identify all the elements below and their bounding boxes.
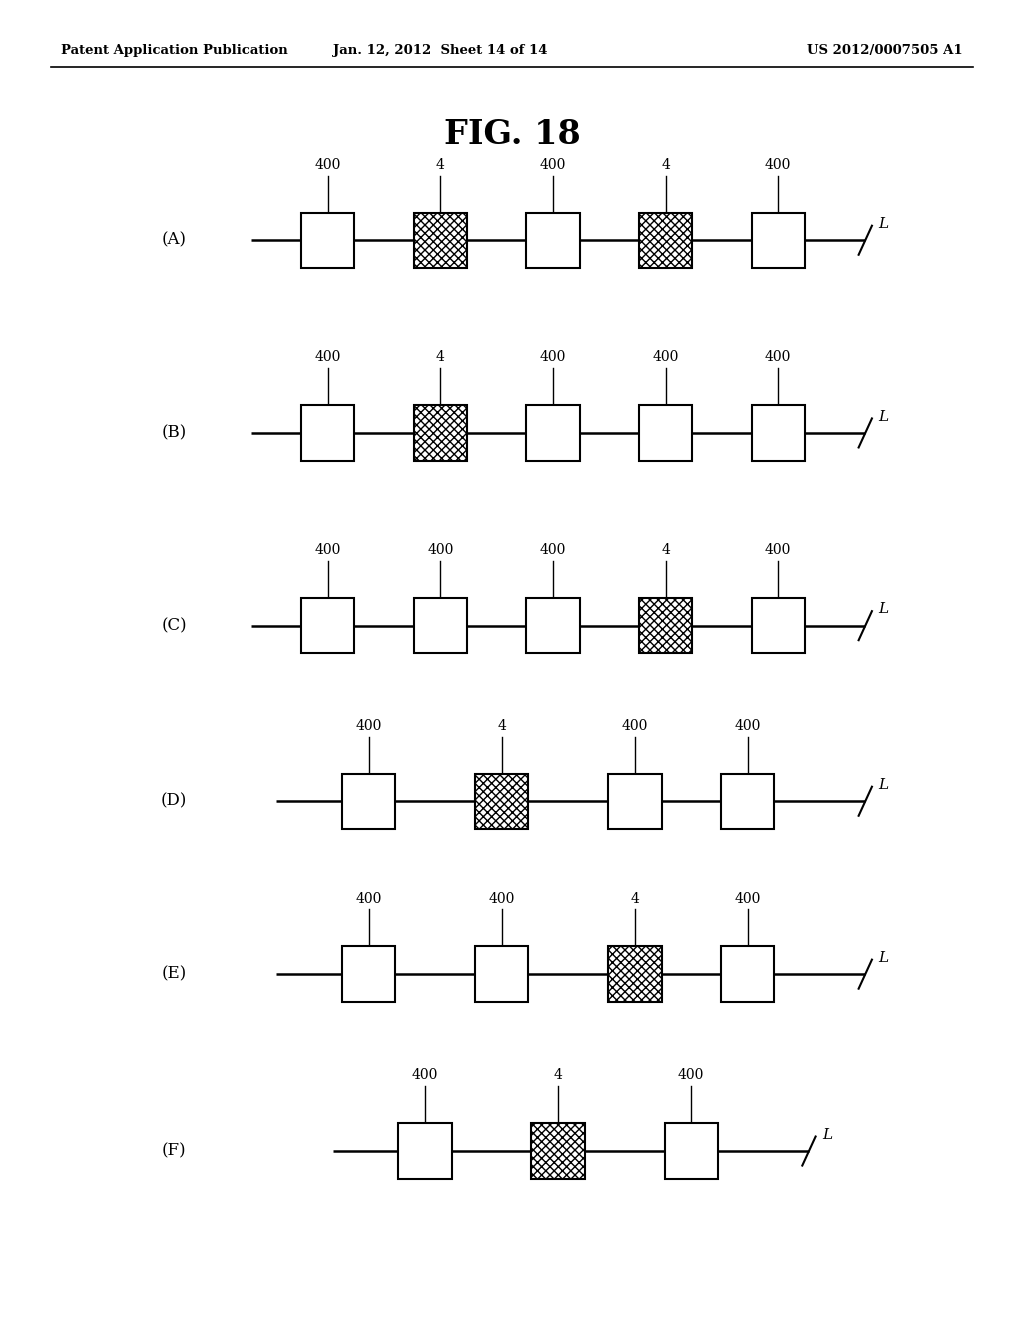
Text: (D): (D) (161, 793, 187, 809)
Text: 400: 400 (427, 543, 454, 557)
Text: 400: 400 (678, 1068, 705, 1082)
Text: 4: 4 (436, 350, 444, 364)
Bar (639, 213, 692, 268)
Bar (752, 213, 805, 268)
Text: 4: 4 (631, 891, 639, 906)
Bar (639, 405, 692, 461)
Bar (301, 213, 354, 268)
Bar (752, 405, 805, 461)
Bar (665, 1123, 718, 1179)
Bar (342, 774, 395, 829)
Bar (639, 598, 692, 653)
Text: 400: 400 (355, 891, 382, 906)
Text: 400: 400 (314, 543, 341, 557)
Bar (475, 774, 528, 829)
Text: (E): (E) (162, 966, 186, 982)
Text: 4: 4 (662, 157, 670, 172)
Text: L: L (878, 602, 888, 616)
Bar (526, 598, 580, 653)
Text: (C): (C) (161, 618, 187, 634)
Bar (526, 213, 580, 268)
Text: 400: 400 (540, 157, 566, 172)
Bar (398, 1123, 452, 1179)
Text: 400: 400 (314, 157, 341, 172)
Text: L: L (878, 409, 888, 424)
Text: (B): (B) (162, 425, 186, 441)
Bar (475, 946, 528, 1002)
Bar (301, 405, 354, 461)
Bar (414, 405, 467, 461)
Bar (414, 213, 467, 268)
Bar (531, 1123, 585, 1179)
Bar (608, 946, 662, 1002)
Bar (639, 598, 692, 653)
Bar (414, 405, 467, 461)
Text: 400: 400 (540, 543, 566, 557)
Text: L: L (878, 950, 888, 965)
Text: L: L (821, 1127, 831, 1142)
Text: Patent Application Publication: Patent Application Publication (61, 44, 288, 57)
Text: L: L (878, 216, 888, 231)
Text: 400: 400 (540, 350, 566, 364)
Text: Jan. 12, 2012  Sheet 14 of 14: Jan. 12, 2012 Sheet 14 of 14 (333, 44, 548, 57)
Text: 4: 4 (498, 718, 506, 733)
Bar (342, 946, 395, 1002)
Text: (A): (A) (162, 232, 186, 248)
Bar (721, 946, 774, 1002)
Bar (475, 774, 528, 829)
Bar (608, 946, 662, 1002)
Bar (526, 405, 580, 461)
Text: FIG. 18: FIG. 18 (443, 117, 581, 150)
Text: 4: 4 (554, 1068, 562, 1082)
Bar (414, 598, 467, 653)
Bar (752, 598, 805, 653)
Text: 400: 400 (314, 350, 341, 364)
Bar (721, 774, 774, 829)
Text: 400: 400 (412, 1068, 438, 1082)
Text: 400: 400 (355, 718, 382, 733)
Text: US 2012/0007505 A1: US 2012/0007505 A1 (807, 44, 963, 57)
Bar (414, 213, 467, 268)
Text: 400: 400 (734, 718, 761, 733)
Text: 400: 400 (622, 718, 648, 733)
Bar (301, 598, 354, 653)
Text: 400: 400 (652, 350, 679, 364)
Bar (531, 1123, 585, 1179)
Text: 400: 400 (765, 350, 792, 364)
Text: 400: 400 (765, 157, 792, 172)
Text: 4: 4 (436, 157, 444, 172)
Text: L: L (878, 777, 888, 792)
Bar (608, 774, 662, 829)
Text: 400: 400 (765, 543, 792, 557)
Bar (639, 213, 692, 268)
Text: 400: 400 (734, 891, 761, 906)
Text: 4: 4 (662, 543, 670, 557)
Text: 400: 400 (488, 891, 515, 906)
Text: (F): (F) (162, 1143, 186, 1159)
